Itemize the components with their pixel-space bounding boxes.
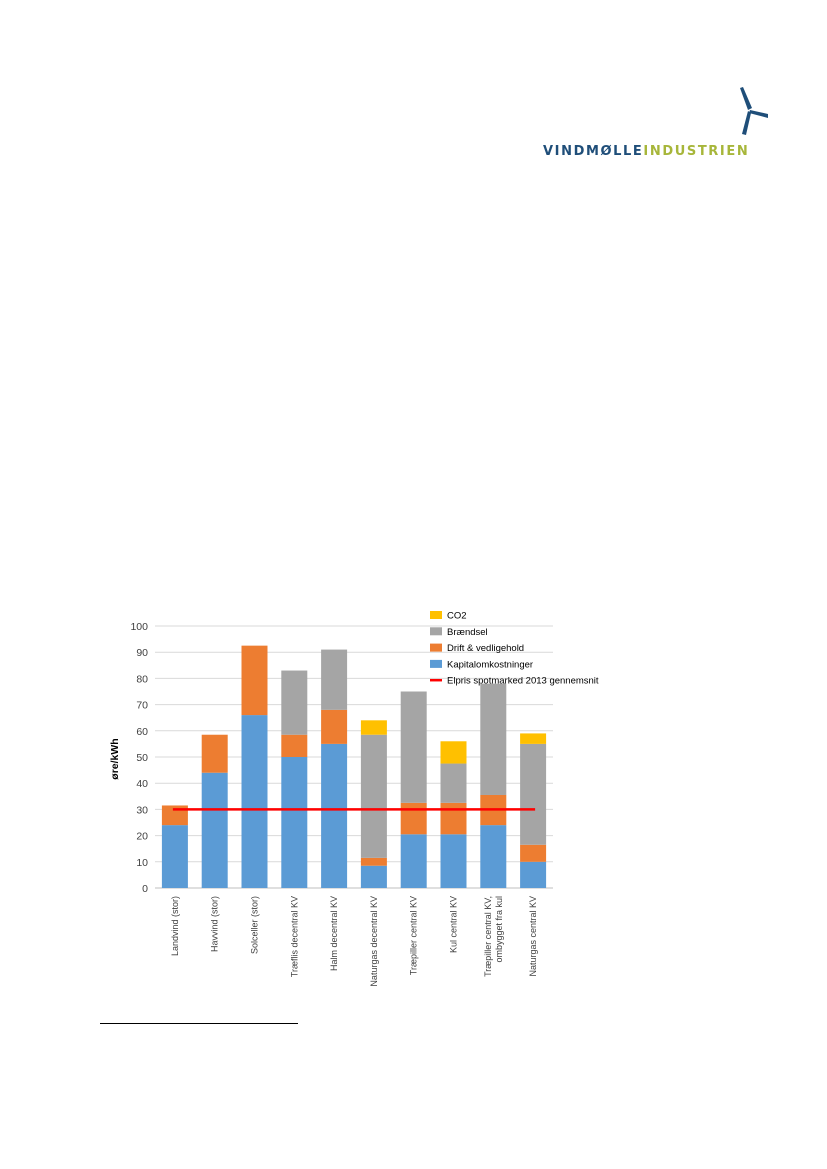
x-tick-label: Træpiller central KV: [409, 896, 419, 975]
y-tick-label: 20: [136, 831, 148, 843]
bar-segment: [281, 670, 308, 735]
bar-segment: [161, 825, 188, 888]
legend-swatch: [430, 659, 442, 668]
y-tick-label: 40: [136, 778, 148, 790]
legend-label: CO2: [447, 611, 467, 622]
bar-segment: [480, 683, 507, 795]
bar-segment: [360, 865, 387, 888]
x-tick-label: Havvind (stor): [210, 896, 220, 952]
legend-swatch: [430, 627, 442, 636]
x-tick-label: Landvind (stor): [170, 896, 180, 956]
bar-segment: [321, 649, 348, 710]
y-tick-label: 80: [136, 673, 148, 685]
bar-segment: [360, 734, 387, 858]
bar-segment: [520, 861, 547, 888]
y-tick-label: 90: [136, 647, 148, 659]
cost-chart: 0 10 20 30 40 50 60 70 80 90 100 øre/kWh Landvind (s…: [109, 611, 599, 987]
bar-segment: [400, 802, 427, 835]
legend-swatch: [430, 643, 442, 652]
legend-label: Brændsel: [447, 627, 488, 638]
x-tick-label: Træpiller central KV,: [483, 896, 493, 977]
bar-segment: [321, 743, 348, 888]
bar-segment: [400, 834, 427, 888]
bar-segment: [281, 757, 308, 888]
x-tick-label: Halm decentral KV: [329, 896, 339, 971]
bar-segment: [400, 691, 427, 803]
y-tick-label: 10: [136, 857, 148, 869]
y-tick-label: 50: [136, 752, 148, 764]
legend-label: Drift & vedligehold: [447, 643, 524, 654]
y-tick-label: 0: [142, 883, 148, 895]
logo-text-part1: VINDMØLLE: [543, 144, 644, 159]
legend-label: Kapitalomkostninger: [447, 659, 533, 670]
y-tick-label: 60: [136, 726, 148, 738]
y-tick-label: 100: [130, 621, 148, 633]
bar-segment: [241, 645, 268, 716]
bar-segment: [321, 709, 348, 744]
company-logo-text: VINDMØLLEINDUSTRIEN: [543, 144, 749, 159]
y-axis-label: øre/kWh: [109, 738, 121, 779]
x-tick-label: Kul central KV: [449, 896, 459, 953]
logo-text-part2: INDUSTRIEN: [643, 144, 750, 159]
wind-turbine-icon: [728, 84, 772, 141]
bar-segment: [201, 734, 228, 773]
bar-segment: [520, 733, 547, 744]
y-tick-label: 70: [136, 700, 148, 712]
bar-segment: [201, 772, 228, 888]
x-tick-label: Træflis decentral KV: [289, 896, 299, 977]
y-tick-label: 30: [136, 804, 148, 816]
bar-segment: [281, 734, 308, 757]
x-tick-label: Naturgas central KV: [528, 896, 538, 977]
bar-segment: [241, 715, 268, 888]
bar-segment: [520, 844, 547, 862]
legend-swatch: [430, 611, 442, 619]
legend-label: Elpris spotmarked 2013 gennemsnit: [447, 676, 599, 687]
bar-segment: [440, 834, 467, 888]
bar-segment: [480, 825, 507, 888]
bar-segment: [360, 857, 387, 866]
bar-segment: [360, 720, 387, 735]
footnote-divider: [100, 1023, 298, 1024]
x-tick-label: Naturgas decentral KV: [369, 896, 379, 987]
bar-segment: [440, 763, 467, 803]
x-tick-label: ombygget fra kul: [494, 896, 504, 963]
bar-segment: [440, 741, 467, 764]
bar-segment: [520, 743, 547, 845]
x-tick-label: Solceller (stor): [250, 896, 260, 954]
bar-segment: [440, 802, 467, 835]
